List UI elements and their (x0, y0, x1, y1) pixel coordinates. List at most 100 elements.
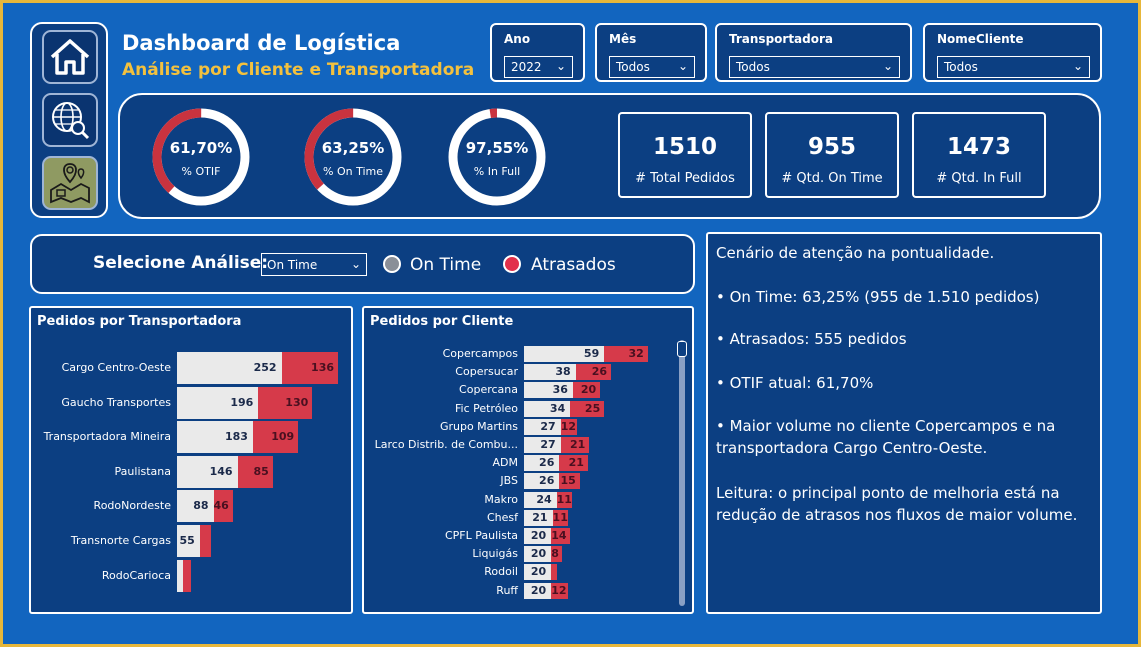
kpi-total-pedidos-label: # Total Pedidos (635, 171, 735, 186)
bar-ontime-label: 20 (530, 547, 547, 561)
bar-atrasados-label: 25 (584, 401, 601, 415)
bar-atrasados-label: 21 (569, 438, 586, 451)
category-label: Fic Petróleo (454, 401, 518, 415)
bar-atrasados[interactable] (570, 400, 605, 417)
category-label: RodoCarioca (101, 568, 171, 582)
bar-ontime[interactable] (524, 491, 557, 508)
legend-atrasados-dot[interactable] (503, 255, 521, 273)
bar-ontime[interactable] (524, 473, 560, 490)
bar-ontime[interactable] (177, 455, 238, 488)
bar-ontime[interactable] (524, 546, 552, 563)
home-icon (50, 39, 90, 75)
bar-atrasados[interactable] (237, 455, 273, 488)
legend-ontime-dot[interactable] (383, 255, 401, 273)
bar-ontime[interactable] (524, 582, 552, 599)
nav-logistics-button[interactable] (42, 156, 98, 210)
filter-nomecliente-select[interactable]: Todos ⌄ (937, 56, 1090, 78)
bar-atrasados-label: 85 (253, 464, 269, 478)
kpi-total-pedidos-value: 1510 (652, 134, 717, 160)
chevron-down-icon: ⌄ (555, 59, 566, 73)
bar-atrasados-label: 12 (551, 583, 567, 597)
bar-ontime[interactable] (524, 564, 552, 581)
legend-ontime-label[interactable]: On Time (410, 255, 482, 275)
kpi-infull-value: 97,55% (465, 139, 529, 157)
bar-ontime[interactable] (524, 400, 571, 417)
bar-atrasados[interactable] (560, 418, 578, 435)
legend-atrasados-label[interactable]: Atrasados (531, 255, 616, 275)
bar-atrasados[interactable] (552, 509, 568, 526)
bar-atrasados[interactable] (559, 455, 588, 472)
category-label: Rodoil (484, 565, 518, 579)
bar-atrasados[interactable] (551, 564, 557, 581)
filter-mes-select[interactable]: Todos ⌄ (609, 56, 695, 78)
bar-atrasados[interactable] (560, 437, 590, 453)
bar-atrasados[interactable] (575, 364, 612, 381)
bar-atrasados[interactable] (572, 382, 601, 399)
bar-ontime[interactable] (177, 421, 253, 454)
bar-atrasados[interactable] (556, 491, 572, 508)
insight-text: • Maior volume no cliente Copercampos e … (716, 417, 1056, 457)
bar-ontime[interactable] (177, 559, 183, 592)
category-label: ADM (492, 456, 519, 470)
bar-ontime[interactable] (524, 437, 561, 453)
bar-ontime[interactable] (524, 455, 560, 472)
bar-atrasados[interactable] (551, 546, 563, 563)
bar-atrasados[interactable] (258, 386, 313, 419)
nav-home-button[interactable] (42, 30, 98, 84)
bar-ontime-label: 20 (530, 529, 547, 542)
bar-ontime[interactable] (524, 418, 561, 435)
bar-atrasados[interactable] (199, 525, 211, 557)
bar-ontime[interactable] (177, 352, 282, 384)
bar-atrasados[interactable] (604, 346, 648, 362)
bar-atrasados[interactable] (551, 582, 568, 599)
bar-atrasados[interactable] (281, 352, 339, 384)
bar-atrasados-label: 26 (591, 365, 608, 379)
bar-atrasados-label: 46 (213, 499, 229, 513)
bar-atrasados-label: 12 (560, 419, 577, 433)
filter-ano-select[interactable]: 2022 ⌄ (504, 56, 573, 78)
insights-panel: Cenário de atenção na pontualidade. • On … (706, 232, 1102, 614)
nav-globe-button[interactable] (42, 93, 98, 147)
bar-ontime-label: 20 (530, 583, 547, 597)
kpi-otif-label: % OTIF (181, 165, 221, 178)
bar-ontime[interactable] (177, 490, 214, 523)
bar-ontime-label: 26 (539, 456, 555, 470)
filter-ano: Ano 2022 ⌄ (490, 23, 585, 82)
filter-transportadora-select[interactable]: Todos ⌄ (729, 56, 900, 78)
page-subtitle: Análise por Cliente e Transportadora (122, 60, 475, 80)
bar-atrasados-label: 21 (568, 456, 584, 470)
bar-ontime-label: 27 (540, 438, 556, 451)
bar-atrasados[interactable] (252, 421, 299, 454)
bar-atrasados[interactable] (213, 490, 233, 523)
bar-ontime[interactable] (524, 528, 552, 544)
bar-ontime[interactable] (177, 386, 259, 419)
bar-atrasados[interactable] (182, 559, 192, 592)
filter-mes-label: Mês (609, 32, 637, 46)
analysis-select[interactable]: On Time ⌄ (261, 253, 367, 276)
bar-ontime[interactable] (524, 382, 573, 399)
bar-ontime[interactable] (524, 364, 576, 381)
filter-mes: Mês Todos ⌄ (595, 23, 707, 82)
bar-ontime-label: 252 (253, 361, 277, 374)
category-label: Copercampos (442, 347, 518, 360)
bar-atrasados-label: 8 (551, 547, 559, 561)
bar-ontime-label: 26 (539, 474, 555, 488)
donut-arc-ontime (304, 108, 402, 206)
insight-text: Cenário de atenção na pontualidade. (716, 244, 995, 262)
chart-cliente-scrollbar[interactable] (679, 340, 685, 606)
bar-ontime[interactable] (524, 509, 553, 526)
insight-text: • Atrasados: 555 pedidos (716, 330, 907, 348)
bar-ontime[interactable] (177, 525, 200, 557)
bar-atrasados[interactable] (551, 528, 571, 544)
bar-atrasados[interactable] (559, 473, 580, 490)
chevron-down-icon: ⌄ (350, 257, 361, 271)
bar-ontime-label: 55 (179, 534, 195, 547)
bar-ontime[interactable] (524, 346, 605, 362)
kpi-qtd-infull-value: 1473 (946, 134, 1011, 160)
insight-text: • On Time: 63,25% (955 de 1.510 pedidos) (716, 288, 1040, 306)
chart-cliente-scroll-thumb[interactable] (677, 341, 687, 357)
chart-transportadora-title: Pedidos por Transportadora (37, 314, 242, 329)
kpi-donut-infull: 97,55% % In Full (447, 107, 547, 207)
bar-atrasados-label: 14 (551, 529, 567, 542)
